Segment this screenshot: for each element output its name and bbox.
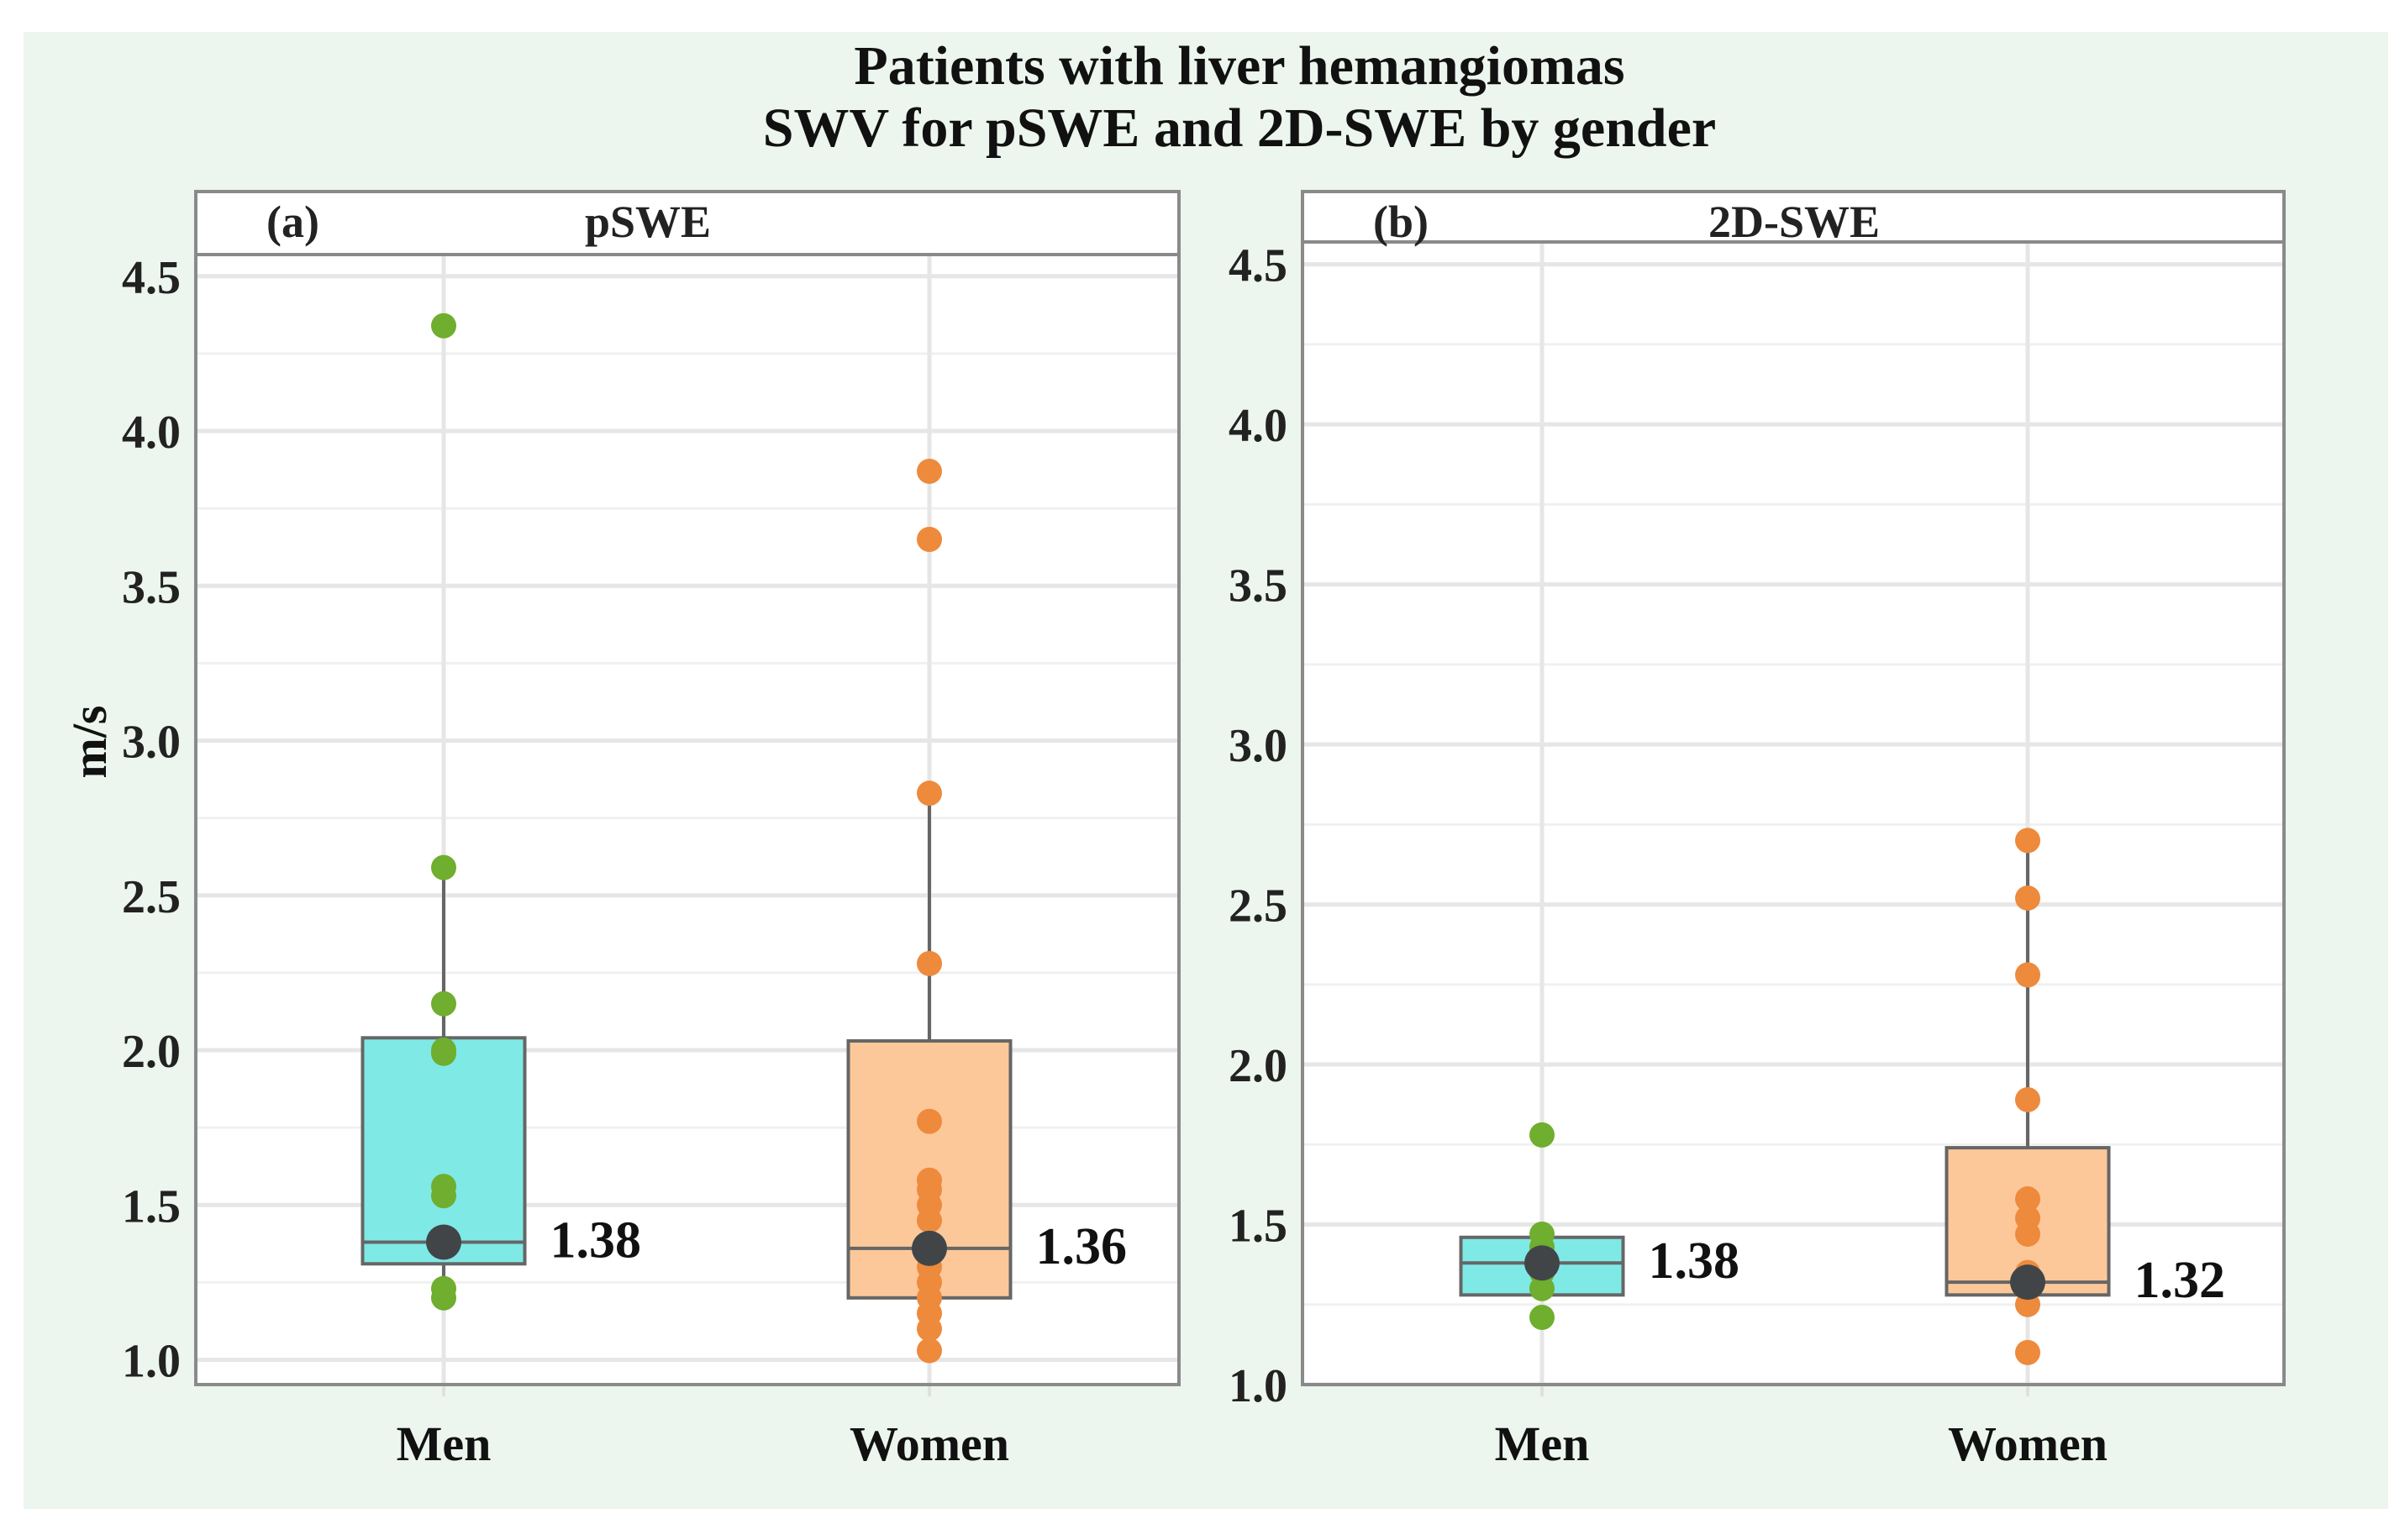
box-group-women: 1.32: [1945, 828, 2226, 1365]
y-axis-label: m/s: [62, 706, 117, 779]
panel-a-tag: (a): [266, 197, 319, 247]
median-value-label: 1.36: [1036, 1218, 1128, 1275]
data-point: [431, 1275, 456, 1301]
chart-title-line1: Patients with liver hemangiomas: [854, 35, 1624, 97]
panel-a-title: pSWE: [585, 197, 711, 247]
panel-b-title: 2D-SWE: [1708, 197, 1880, 247]
y-tick-label: 2.5: [1229, 880, 1287, 933]
box-iqr: [360, 1036, 527, 1266]
median-value-label: 1.38: [550, 1212, 642, 1269]
median-marker: [1524, 1245, 1560, 1281]
data-point: [431, 991, 456, 1017]
median-value-label: 1.32: [2134, 1252, 2226, 1309]
data-point: [917, 1338, 942, 1364]
data-point: [2015, 1086, 2040, 1112]
chart-title-line2: SWV for pSWE and 2D-SWE by gender: [763, 97, 1716, 159]
data-point: [2015, 962, 2040, 988]
median-marker: [2010, 1264, 2045, 1301]
y-tick-label: 1.0: [1229, 1360, 1287, 1412]
y-tick-label: 4.0: [122, 407, 181, 459]
y-tick-label: 3.5: [122, 561, 181, 613]
y-tick-label: 2.0: [122, 1026, 181, 1078]
box-group-men: 1.38: [1459, 1122, 1740, 1330]
panel-b: (b) 2D-SWE 1.0 1.5 2.0 2.5 3.0 3.5 4.0 4.5 1.38 Men…: [1229, 190, 2286, 1471]
data-point: [2015, 885, 2040, 911]
data-point: [917, 458, 942, 484]
panel-a-background: [196, 192, 1179, 1385]
data-point: [431, 1038, 456, 1064]
data-point: [917, 1167, 942, 1193]
y-tick-label: 4.5: [1229, 240, 1287, 292]
data-point: [2015, 828, 2040, 854]
figure: Patients with liver hemangiomas SWV for …: [24, 32, 2388, 1509]
median-marker: [912, 1230, 947, 1266]
x-tick-label: Women: [850, 1416, 1009, 1471]
data-point: [917, 950, 942, 976]
box-group-women: 1.36: [846, 458, 1128, 1364]
panel-b-frame: [1301, 190, 2286, 1386]
box-group-men: 1.38: [360, 313, 642, 1311]
median-marker: [426, 1224, 461, 1260]
data-point: [431, 313, 456, 339]
panels: (a) pSWE 1.0 1.5 2.0 2.5 3.0 3.5 4.0 4.5 1.38 Men 1.…: [122, 190, 2286, 1471]
panel-a-frame: [194, 190, 1181, 1386]
x-tick-label: Women: [1948, 1416, 2108, 1471]
data-point: [1529, 1122, 1555, 1148]
y-tick-label: 3.5: [1229, 560, 1287, 612]
x-tick-label: Men: [397, 1416, 492, 1471]
y-tick-label: 2.0: [1229, 1040, 1287, 1092]
data-point: [1529, 1221, 1555, 1247]
y-tick-label: 1.0: [122, 1336, 181, 1388]
y-tick-label: 2.5: [122, 871, 181, 923]
median-value-label: 1.38: [1649, 1233, 1740, 1290]
y-tick-label: 1.5: [1229, 1201, 1287, 1253]
y-tick-label: 3.0: [122, 717, 181, 769]
data-point: [917, 1108, 942, 1134]
y-tick-label: 3.0: [1229, 720, 1287, 772]
data-point: [917, 781, 942, 807]
data-point: [2015, 1339, 2040, 1365]
data-point: [917, 527, 942, 553]
data-point: [431, 1174, 456, 1200]
data-point: [1529, 1305, 1555, 1330]
panel-b-tag: (b): [1373, 197, 1429, 247]
panel-b-background: [1302, 192, 2284, 1385]
y-tick-label: 1.5: [122, 1180, 181, 1233]
panel-a: (a) pSWE 1.0 1.5 2.0 2.5 3.0 3.5 4.0 4.5 1.38 Men 1.…: [122, 190, 1181, 1471]
data-point: [2015, 1186, 2040, 1212]
x-tick-label: Men: [1495, 1416, 1590, 1471]
data-point: [431, 854, 456, 880]
data-point: [2015, 1205, 2040, 1231]
chart-svg: Patients with liver hemangiomas SWV for …: [24, 32, 2388, 1509]
y-tick-label: 4.0: [1229, 400, 1287, 452]
y-tick-label: 4.5: [122, 252, 181, 304]
